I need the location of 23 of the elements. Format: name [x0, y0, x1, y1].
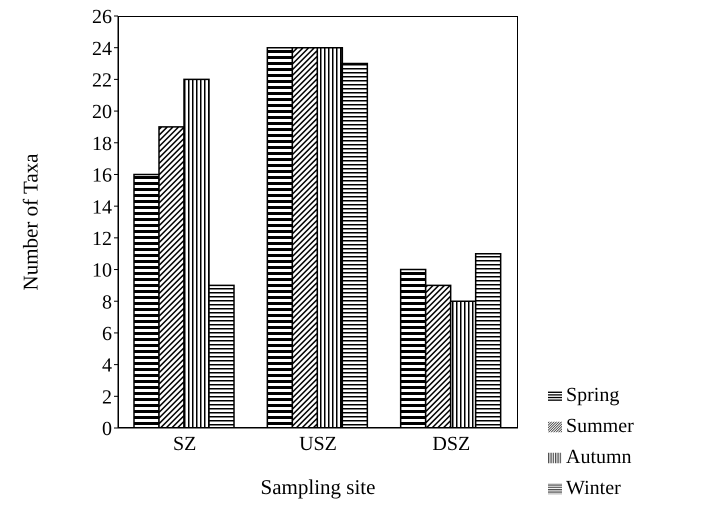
x-axis-title: Sampling site — [260, 475, 376, 499]
x-tick-label: DSZ — [432, 433, 470, 456]
legend-label: Autumn — [566, 446, 632, 468]
y-tick-label: 6 — [102, 323, 112, 346]
x-tick-label: SZ — [172, 433, 196, 456]
y-tick-label: 16 — [92, 164, 112, 187]
y-tick-label: 4 — [102, 354, 112, 377]
y-tick-label: 0 — [102, 418, 112, 440]
legend-label: Spring — [566, 384, 620, 406]
y-tick-label: 18 — [92, 132, 112, 155]
x-tick-label: USZ — [299, 433, 337, 456]
y-tick-label: 20 — [92, 101, 112, 124]
y-tick-label: 24 — [92, 38, 112, 60]
y-axis-title: Number of Taxa — [18, 152, 42, 290]
y-tick-label: 26 — [92, 6, 112, 28]
legend-label: Summer — [566, 415, 634, 437]
y-tick-label: 12 — [92, 228, 112, 250]
y-tick-label: 10 — [92, 260, 112, 282]
y-tick-label: 22 — [92, 69, 112, 92]
legend-label: Winter — [566, 477, 621, 499]
y-tick-label: 2 — [102, 386, 112, 408]
y-tick-label: 14 — [92, 196, 112, 218]
y-tick-label: 8 — [102, 291, 112, 314]
